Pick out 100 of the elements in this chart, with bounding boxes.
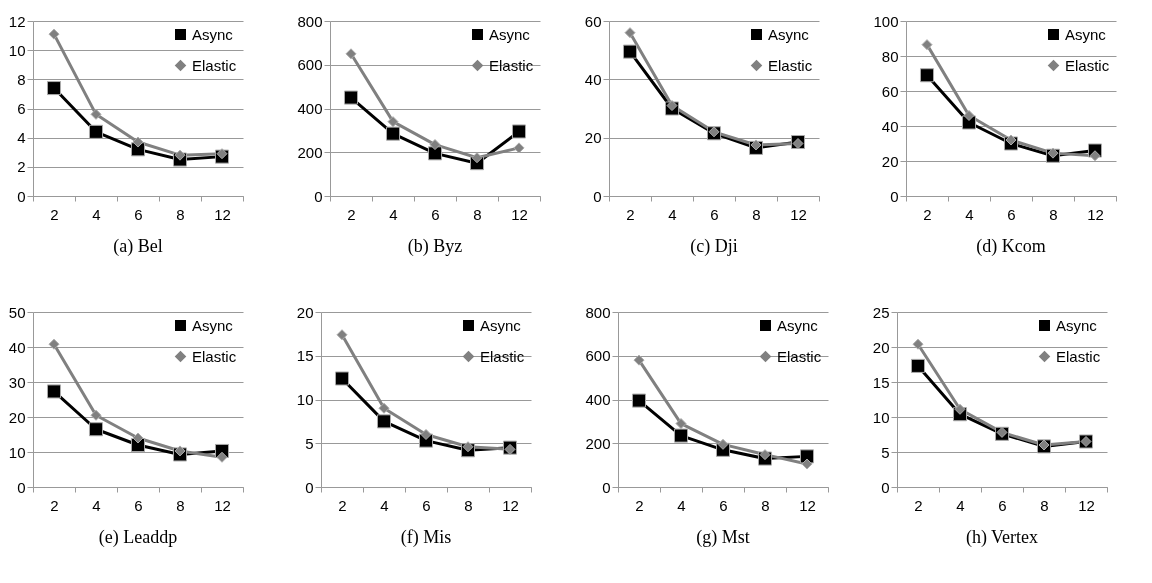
legend-label: Async bbox=[480, 316, 522, 334]
y-tick-label: 0 bbox=[17, 187, 26, 205]
point bbox=[801, 458, 813, 470]
text: (f) Mis bbox=[400, 527, 452, 548]
point bbox=[90, 108, 102, 120]
y-tick-label: 0 bbox=[305, 478, 314, 496]
y-tick-label: 100 bbox=[873, 12, 899, 30]
y-tick-label: 50 bbox=[8, 303, 26, 321]
y-tick-label: 5 bbox=[305, 434, 314, 452]
y-tick-label: 60 bbox=[881, 82, 899, 100]
legend-label: Elastic bbox=[489, 56, 534, 74]
x-tick-label: 6 bbox=[422, 496, 431, 514]
y-tick-label: 0 bbox=[890, 187, 899, 205]
point bbox=[673, 428, 689, 443]
legend-label: Elastic bbox=[1065, 56, 1110, 74]
x-tick-label: 8 bbox=[1049, 205, 1058, 223]
x-tick-label: 12 bbox=[214, 205, 231, 223]
x-tick-label: 8 bbox=[1040, 496, 1049, 514]
point bbox=[471, 152, 483, 164]
text: (g) Mst bbox=[696, 527, 750, 548]
x-tick-label: 4 bbox=[668, 205, 677, 223]
point bbox=[675, 418, 687, 430]
legend-label: Async bbox=[192, 25, 234, 43]
point bbox=[1089, 150, 1101, 162]
point bbox=[46, 384, 62, 399]
point bbox=[385, 126, 401, 141]
x-tick-label: 6 bbox=[1007, 205, 1016, 223]
point bbox=[216, 451, 228, 463]
x-tick-label: 8 bbox=[176, 496, 185, 514]
point bbox=[954, 403, 966, 415]
y-tick-label: 60 bbox=[584, 12, 602, 30]
x-tick-label: 2 bbox=[914, 496, 923, 514]
y-tick-label: 40 bbox=[881, 117, 899, 135]
x-tick-label: 6 bbox=[134, 496, 143, 514]
text: (e) Leaddp bbox=[98, 527, 178, 548]
x-tick-label: 12 bbox=[799, 496, 816, 514]
point bbox=[622, 44, 638, 59]
y-tick-label: 400 bbox=[297, 100, 323, 117]
x-tick-label: 6 bbox=[710, 205, 719, 223]
y-tick-label: 20 bbox=[872, 338, 890, 356]
point bbox=[174, 149, 186, 161]
x-tick-label: 2 bbox=[50, 205, 59, 223]
point bbox=[631, 393, 647, 408]
legend-label: Async bbox=[1065, 25, 1107, 43]
x-tick-label: 4 bbox=[92, 496, 101, 514]
x-tick-label: 2 bbox=[635, 496, 644, 514]
legend-label: Async bbox=[489, 25, 531, 43]
y-tick-label: 10 bbox=[296, 391, 314, 408]
y-tick-label: 30 bbox=[8, 373, 26, 391]
x-tick-label: 2 bbox=[923, 205, 932, 223]
x-tick-label: 12 bbox=[511, 205, 528, 223]
point bbox=[1047, 147, 1059, 159]
text: (c) Dji bbox=[690, 236, 738, 257]
x-tick-label: 4 bbox=[389, 205, 398, 223]
y-tick-label: 20 bbox=[584, 129, 602, 147]
point bbox=[88, 422, 104, 437]
y-tick-label: 10 bbox=[872, 408, 890, 426]
x-tick-label: 6 bbox=[719, 496, 728, 514]
x-tick-label: 4 bbox=[956, 496, 965, 514]
y-tick-label: 2 bbox=[17, 158, 26, 176]
y-tick-label: 20 bbox=[881, 152, 899, 170]
text: (d) Kcom bbox=[976, 236, 1046, 257]
x-tick-label: 6 bbox=[998, 496, 1007, 514]
point bbox=[46, 81, 62, 96]
x-tick-label: 12 bbox=[1078, 496, 1095, 514]
y-tick-label: 800 bbox=[297, 12, 323, 30]
legend-label: Elastic bbox=[192, 56, 237, 74]
legend-label: Elastic bbox=[768, 56, 813, 74]
x-tick-label: 6 bbox=[134, 205, 143, 223]
point bbox=[1005, 134, 1017, 146]
y-tick-label: 600 bbox=[585, 347, 611, 365]
point bbox=[216, 148, 228, 160]
point bbox=[462, 441, 474, 453]
point bbox=[717, 438, 729, 450]
point bbox=[334, 371, 350, 386]
y-tick-label: 0 bbox=[314, 187, 323, 205]
y-tick-label: 15 bbox=[872, 373, 890, 391]
point bbox=[48, 338, 60, 350]
y-tick-label: 20 bbox=[296, 303, 314, 321]
y-tick-label: 40 bbox=[584, 70, 602, 88]
x-tick-label: 8 bbox=[752, 205, 761, 223]
y-tick-label: 600 bbox=[297, 56, 323, 74]
x-tick-label: 4 bbox=[92, 205, 101, 223]
point bbox=[420, 429, 432, 440]
text: (b) Byz bbox=[407, 236, 463, 257]
x-tick-label: 8 bbox=[473, 205, 482, 223]
text: (a) Bel bbox=[113, 236, 163, 257]
y-tick-label: 200 bbox=[297, 143, 323, 161]
point bbox=[376, 414, 392, 429]
y-tick-label: 8 bbox=[17, 70, 26, 88]
y-tick-label: 10 bbox=[8, 41, 26, 59]
point bbox=[624, 27, 636, 39]
point bbox=[750, 139, 762, 151]
point bbox=[336, 329, 348, 341]
point bbox=[919, 68, 935, 83]
point bbox=[513, 142, 525, 154]
point bbox=[429, 139, 441, 151]
y-tick-label: 0 bbox=[602, 478, 611, 496]
x-tick-label: 12 bbox=[502, 496, 519, 514]
x-tick-label: 8 bbox=[761, 496, 770, 514]
